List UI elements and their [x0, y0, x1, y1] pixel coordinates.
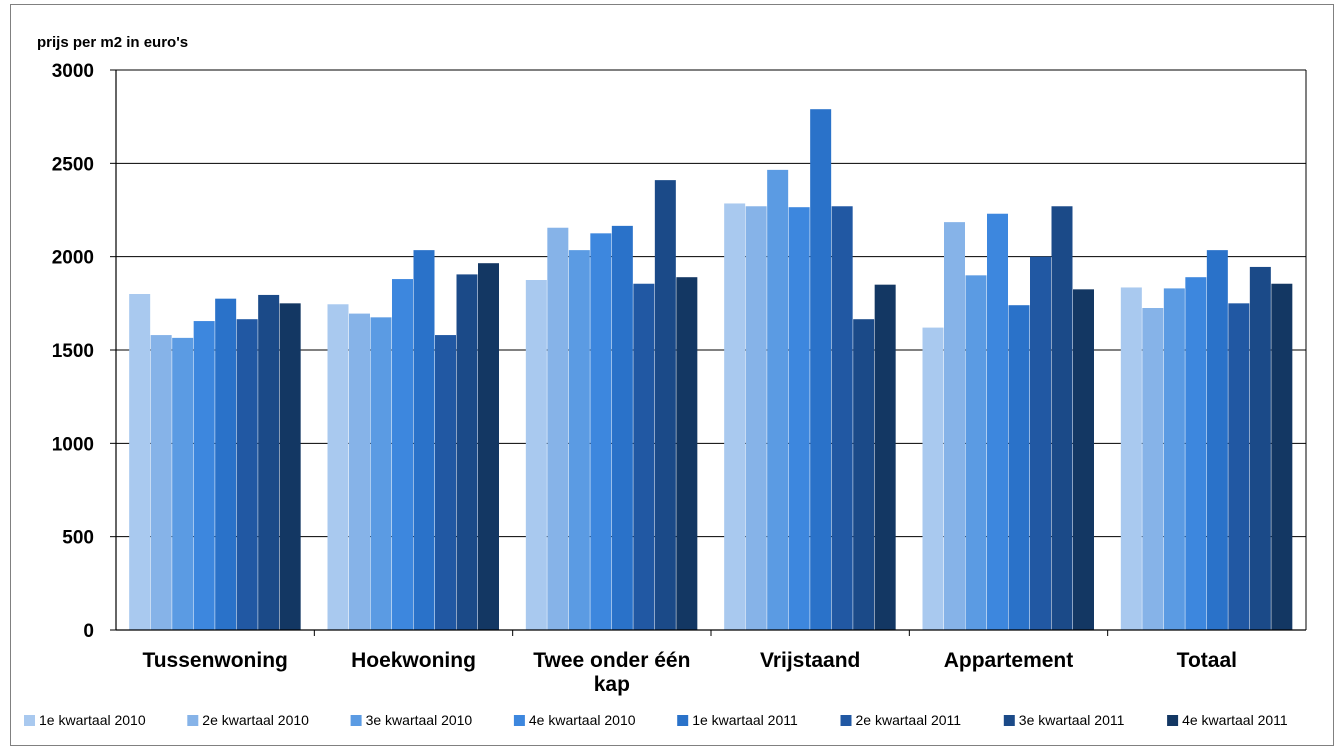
legend-swatch [350, 715, 362, 726]
x-category-label: Twee onder één kap [533, 649, 690, 696]
bar [370, 317, 392, 630]
bar [1142, 308, 1164, 630]
bar [590, 233, 612, 631]
y-tick-label: 500 [62, 528, 94, 549]
bar [327, 304, 349, 630]
bar [258, 294, 280, 630]
bar [633, 283, 655, 630]
legend-label: 2e kwartaal 2010 [202, 712, 309, 728]
bar [1185, 277, 1207, 630]
bar [413, 250, 435, 630]
y-tick-labels: 0 500 1000 1500 2000 2500 3000 [52, 61, 94, 642]
x-category-label: Hoekwoning [351, 649, 476, 672]
bar [654, 180, 676, 630]
bar [611, 225, 633, 630]
legend-label: 1e kwartaal 2010 [39, 712, 146, 728]
legend-swatch [513, 715, 525, 726]
legend-label: 4e kwartaal 2010 [529, 712, 636, 728]
legend-label: 2e kwartaal 2011 [856, 712, 962, 728]
y-tick-label: 0 [83, 621, 94, 642]
bar [1120, 287, 1142, 630]
x-category-labels: Tussenwoning Hoekwoning Twee onder één kap V… [142, 649, 1237, 696]
bar [215, 298, 237, 630]
legend-label: 1e kwartaal 2011 [692, 712, 798, 728]
bar [1008, 305, 1030, 630]
bar [1163, 288, 1185, 630]
y-tick-label: 2500 [52, 154, 94, 175]
bar [392, 279, 413, 630]
bar [525, 280, 547, 630]
bar [810, 109, 832, 630]
bar [435, 335, 456, 630]
bar [1249, 266, 1271, 630]
x-category-label: Appartement [944, 649, 1074, 672]
bar [965, 275, 987, 630]
bar [1271, 283, 1293, 630]
bar [987, 213, 1008, 630]
legend-label: 3e kwartaal 2010 [366, 712, 473, 728]
bar [1073, 289, 1094, 630]
bar [767, 169, 789, 630]
axes [110, 69, 1307, 636]
y-axis-title: prijs per m2 in euro's [37, 34, 188, 51]
bar [831, 206, 853, 630]
legend-swatch [24, 715, 35, 726]
bar [279, 303, 301, 630]
bar [1228, 303, 1250, 630]
bar [676, 277, 698, 630]
bar [944, 222, 965, 630]
bar [349, 313, 370, 630]
bar [478, 263, 499, 630]
bar [456, 274, 478, 630]
legend-label: 3e kwartaal 2011 [1019, 712, 1125, 728]
bar [745, 206, 767, 630]
legend: 1e kwartaal 2010 2e kwartaal 2010 3e kwart… [24, 712, 1288, 728]
bar [788, 207, 810, 630]
bars [129, 109, 1293, 631]
bar [193, 321, 215, 630]
legend-swatch [187, 715, 199, 726]
bar [150, 335, 172, 630]
bar [236, 319, 258, 630]
bar [172, 337, 194, 630]
legend-label: 4e kwartaal 2011 [1182, 712, 1288, 728]
legend-swatch [840, 715, 852, 726]
legend-swatch [1167, 715, 1179, 726]
x-category-label: Totaal [1177, 649, 1237, 672]
legend-swatch [1003, 715, 1015, 726]
y-tick-label: 1500 [52, 341, 94, 362]
bar [547, 227, 569, 630]
y-tick-label: 1000 [52, 434, 94, 455]
bar [568, 250, 590, 630]
legend-swatch [677, 715, 689, 726]
bar [1030, 256, 1051, 630]
bar [1206, 250, 1228, 630]
bar [922, 327, 944, 630]
bar [129, 294, 151, 630]
y-tick-label: 2000 [52, 248, 94, 269]
y-tick-label: 3000 [52, 61, 94, 82]
bar [853, 319, 875, 630]
x-category-label: Vrijstaand [760, 649, 860, 672]
bar [1051, 206, 1073, 630]
x-category-label: Tussenwoning [142, 649, 287, 672]
chart-frame [10, 4, 1334, 746]
bar [874, 284, 896, 630]
bar [724, 203, 746, 630]
